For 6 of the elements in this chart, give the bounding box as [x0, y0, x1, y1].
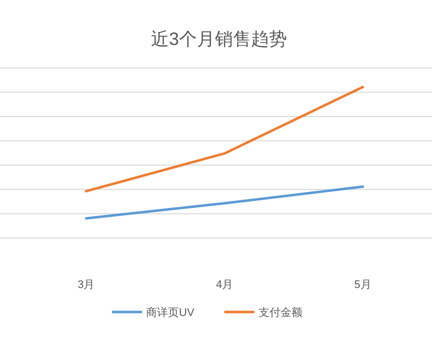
x-tick-label: 4月	[216, 279, 234, 291]
legend-label: 支付金额	[258, 306, 302, 319]
x-tick-label: 5月	[354, 279, 372, 291]
legend-label: 商详页UV	[146, 306, 195, 319]
x-tick-label: 3月	[78, 279, 95, 291]
chart-title: 近3个月销售趋势	[150, 29, 288, 49]
